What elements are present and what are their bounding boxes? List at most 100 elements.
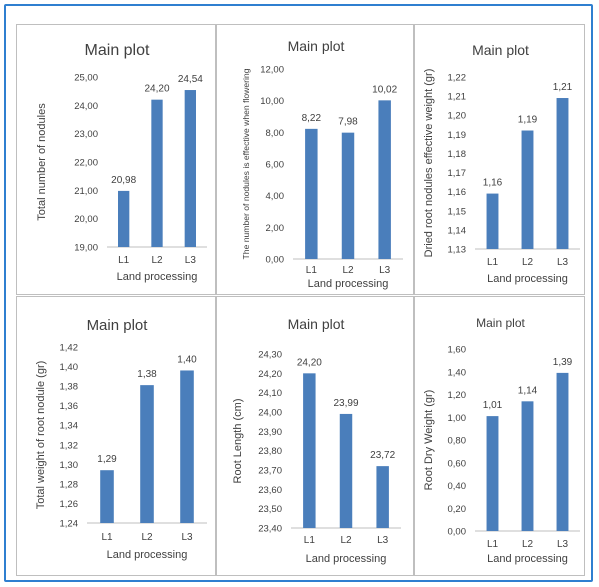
x-tick-label: L3 <box>379 265 391 276</box>
bar-chart-svg: Main plot 0,00 2,00 4,00 6,00 8,00 10,00 12,00 8… <box>241 38 403 290</box>
y-tick-label: 4,00 <box>266 191 285 202</box>
x-tick-label: L1 <box>487 257 499 268</box>
data-label: 20,98 <box>111 175 136 186</box>
x-axis-label: Land processing <box>487 273 568 285</box>
y-tick-label: 10,00 <box>260 96 284 107</box>
data-label: 23,99 <box>333 398 358 409</box>
x-tick-label: L3 <box>377 535 389 546</box>
y-tick-label: 0,60 <box>448 458 467 469</box>
bar-l2 <box>521 401 534 531</box>
y-tick-label: 1,18 <box>448 149 467 160</box>
data-label: 1,01 <box>483 400 503 411</box>
y-tick-label: 24,10 <box>258 388 282 399</box>
chart-title: Main plot <box>288 38 345 54</box>
y-tick-label: 1,34 <box>60 421 79 432</box>
x-tick-label: L2 <box>522 539 534 550</box>
data-label: 1,39 <box>553 357 573 368</box>
x-axis-label: Land processing <box>487 553 568 565</box>
y-tick-label: 0,20 <box>448 504 467 515</box>
y-tick-label: 1,28 <box>60 479 79 490</box>
y-axis-label: The number of nodules is effective when … <box>241 68 251 259</box>
y-tick-label: 21,00 <box>74 186 98 197</box>
x-tick-label: L1 <box>118 255 130 266</box>
y-axis-label: Root Dry Weight (gr) <box>423 390 435 491</box>
y-tick-label: 1,17 <box>448 168 467 179</box>
x-axis-label: Land processing <box>107 549 188 561</box>
x-tick-label: L2 <box>342 265 354 276</box>
data-label: 1,21 <box>553 82 573 93</box>
y-tick-label: 0,40 <box>448 481 467 492</box>
y-tick-label: 23,60 <box>258 485 282 496</box>
y-tick-label: 2,00 <box>266 223 285 234</box>
bar-l3 <box>378 100 391 259</box>
chart-title: Main plot <box>476 316 525 330</box>
x-axis-label: Land processing <box>117 271 198 283</box>
x-tick-label: L2 <box>151 255 163 266</box>
bar-chart-svg: Main plot 23,40 23,50 23,60 23,70 23,80 23,90 2… <box>232 316 401 565</box>
chart-panel-effective-nodules: Main plot 0,00 2,00 4,00 6,00 8,00 10,00 12,00 8… <box>216 24 414 295</box>
data-label: 1,29 <box>97 454 117 465</box>
y-tick-label: 23,70 <box>258 466 282 477</box>
y-tick-label: 1,22 <box>448 73 467 84</box>
chart-panel-total-nodules: Main plot 19,00 20,00 21,00 22,00 23,00 24,00 2… <box>16 24 216 295</box>
data-label: 1,16 <box>483 178 503 189</box>
y-tick-label: 1,60 <box>448 345 467 356</box>
y-axis-label: Dried root nodules effective weight (gr) <box>423 69 435 258</box>
x-tick-label: L1 <box>306 265 318 276</box>
y-tick-label: 1,26 <box>60 499 79 510</box>
chart-title: Main plot <box>85 42 150 59</box>
bar-l2 <box>140 385 154 523</box>
y-tick-label: 25,00 <box>74 73 98 84</box>
y-tick-label: 0,00 <box>266 255 285 266</box>
x-axis-label: Land processing <box>308 278 389 290</box>
chart-panel-dried-nodule-weight: Main plot 1,13 1,14 1,15 1,16 1,17 1,18 1,19 1,2… <box>414 24 585 295</box>
y-tick-label: 1,32 <box>60 440 79 451</box>
bar-l1 <box>118 190 130 247</box>
y-tick-label: 12,00 <box>260 65 284 76</box>
figure-frame: Main plot 19,00 20,00 21,00 22,00 23,00 24,00 2… <box>4 4 593 582</box>
y-tick-label: 1,30 <box>60 460 79 471</box>
x-tick-label: L3 <box>185 255 197 266</box>
chart-panel-root-length: Main plot 23,40 23,50 23,60 23,70 23,80 23,90 2… <box>216 296 414 576</box>
x-tick-label: L1 <box>101 532 113 543</box>
bar-l2 <box>341 132 355 259</box>
y-tick-label: 1,20 <box>448 111 467 122</box>
x-tick-label: L3 <box>181 532 193 543</box>
data-label: 7,98 <box>338 117 358 128</box>
y-tick-label: 24,00 <box>74 101 98 112</box>
bar-l2 <box>339 413 353 528</box>
x-tick-label: L2 <box>141 532 153 543</box>
y-tick-label: 20,00 <box>74 214 98 225</box>
x-tick-label: L2 <box>522 257 534 268</box>
y-tick-label: 23,00 <box>74 129 98 140</box>
y-tick-label: 23,90 <box>258 427 282 438</box>
x-tick-label: L3 <box>557 257 569 268</box>
y-tick-label: 1,40 <box>448 367 467 378</box>
bar-l3 <box>376 466 389 528</box>
bar-l3 <box>556 98 569 250</box>
bar-chart-svg: Main plot 1,13 1,14 1,15 1,16 1,17 1,18 1,19 1,2… <box>423 42 580 285</box>
y-tick-label: 1,13 <box>448 245 467 256</box>
x-tick-label: L1 <box>304 535 316 546</box>
x-tick-label: L3 <box>557 539 569 550</box>
y-axis-label: Total number of nodules <box>36 103 48 221</box>
x-tick-label: L2 <box>340 535 352 546</box>
y-tick-label: 23,40 <box>258 524 282 535</box>
y-tick-label: 1,20 <box>448 390 467 401</box>
y-tick-label: 1,14 <box>448 225 467 236</box>
chart-title: Main plot <box>288 316 345 332</box>
data-label: 23,72 <box>370 450 395 461</box>
chart-title: Main plot <box>87 317 149 334</box>
y-axis-label: Total weight of root nodule (gr) <box>35 361 47 510</box>
bar-chart-svg: Main plot 19,00 20,00 21,00 22,00 23,00 24,00 2… <box>36 42 207 283</box>
y-tick-label: 1,38 <box>60 382 79 393</box>
x-axis-label: Land processing <box>306 553 387 565</box>
y-tick-label: 1,19 <box>448 130 467 141</box>
y-tick-label: 19,00 <box>74 243 98 254</box>
data-label: 24,20 <box>297 357 322 368</box>
y-tick-label: 1,36 <box>60 401 79 412</box>
bar-l1 <box>486 193 499 249</box>
bar-l3 <box>184 90 196 248</box>
data-label: 1,14 <box>518 385 538 396</box>
y-tick-label: 1,15 <box>448 206 467 217</box>
